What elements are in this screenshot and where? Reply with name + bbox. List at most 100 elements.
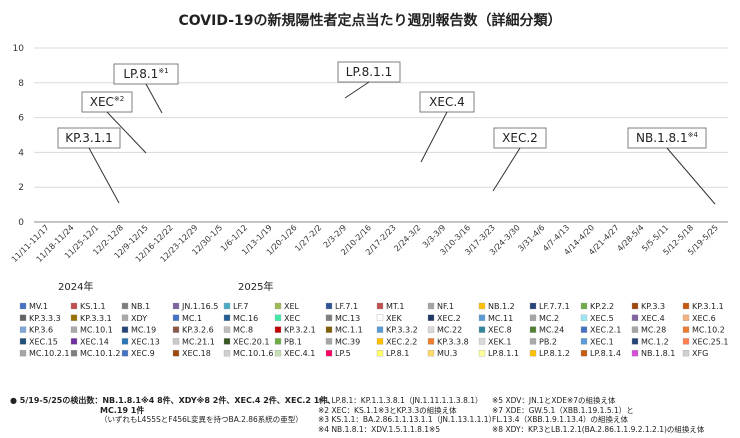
legend-label: KP.3.3.2: [386, 326, 418, 335]
legend-swatch: [172, 314, 180, 321]
legend-label: MC.24: [539, 326, 564, 335]
legend-swatch: [376, 302, 384, 310]
legend-swatch: [580, 326, 588, 333]
callout-label: LP.8.1※1: [123, 67, 168, 81]
legend-swatch: [376, 314, 384, 321]
legend-label: XEC.14: [80, 337, 109, 346]
legend-label: XEC.18: [182, 349, 211, 358]
detect-bullet: ●: [10, 396, 20, 405]
legend-label: KP.3.3.3: [29, 314, 61, 323]
legend-swatch: [478, 326, 486, 333]
legend-swatch: [427, 302, 435, 310]
legend-swatch: [274, 338, 282, 345]
x-tick-label: 2/24-3/2: [392, 223, 422, 253]
footnote-line: ※2 XEC：KS.1.1※3とKP.3.3の組換え体: [318, 405, 457, 415]
legend-swatch: [529, 326, 537, 333]
legend-swatch: [529, 314, 537, 321]
legend-swatch: [325, 326, 333, 333]
legend-swatch: [325, 302, 333, 310]
legend-label: MV.1: [29, 302, 48, 311]
legend-label: KS.1.1: [80, 302, 106, 311]
legend-swatch: [427, 338, 435, 345]
legend-label: XEC.20.1: [233, 337, 269, 346]
legend-label: MC.1.1: [335, 326, 363, 335]
detect-line2: MC.19 1件: [100, 405, 145, 415]
legend-swatch: [682, 350, 690, 357]
legend-label: MC.10.1: [80, 326, 113, 335]
legend-swatch: [223, 314, 231, 321]
legend-swatch: [70, 326, 78, 333]
legend-swatch: [529, 302, 537, 310]
legend-label: PB.2: [539, 337, 557, 346]
detect-line3: （いずれもL455SとF456L変異を持つBA.2.86系統の亜型）: [100, 415, 303, 424]
legend-swatch: [631, 338, 639, 345]
legend-swatch: [121, 326, 129, 333]
legend-swatch: [172, 326, 180, 333]
year-label: 2024年: [58, 280, 93, 293]
legend-label: PB.1: [284, 337, 302, 346]
callout-pointer: [666, 147, 716, 205]
legend-swatch: [121, 302, 129, 310]
legend-label: XEC.13: [131, 337, 160, 346]
legend-label: LP.8.1.1: [488, 349, 519, 358]
legend-label: MC.28: [641, 326, 666, 335]
y-tick-label: 0: [18, 218, 24, 228]
legend-label: MC.19: [131, 326, 156, 335]
legend-swatch: [19, 326, 27, 333]
legend-label: XEC.4: [641, 314, 665, 323]
y-tick-label: 8: [18, 79, 24, 89]
legend-label: MC.13: [335, 314, 360, 323]
legend-swatch: [631, 302, 639, 310]
footnote-line: ※7 XDE：GW.5.1（XBB.1.19.1.5.1）と: [492, 405, 634, 415]
legend-swatch: [376, 350, 384, 357]
callout-pointer: [145, 83, 163, 114]
legend-swatch: [19, 314, 27, 321]
legend-swatch: [580, 350, 588, 357]
legend-label: KP.3.2.6: [182, 326, 214, 335]
legend-label: MC.2: [539, 314, 559, 323]
legend-label: XDY: [131, 314, 147, 323]
legend-label: MU.3: [437, 349, 457, 358]
legend-swatch: [682, 338, 690, 345]
legend-label: KP.3.6: [29, 326, 53, 335]
legend-swatch: [631, 350, 639, 357]
legend-label: MC.1.2: [641, 337, 669, 346]
legend-label: MC.1: [182, 314, 202, 323]
callout-label: NB.1.8.1※4: [636, 131, 698, 145]
legend-swatch: [529, 350, 537, 357]
legend-swatch: [427, 326, 435, 333]
legend-swatch: [580, 302, 588, 310]
legend-swatch: [478, 314, 486, 321]
legend-label: XEC.2.1: [590, 326, 621, 335]
legend-swatch: [325, 314, 333, 321]
legend-label: LP.8.1.4: [590, 349, 621, 358]
legend-swatch: [376, 326, 384, 333]
legend-swatch: [529, 338, 537, 345]
legend-swatch: [223, 338, 231, 345]
legend-label: MC.16: [233, 314, 258, 323]
legend-label: XFG: [692, 349, 708, 358]
legend-label: LP.8.1: [386, 349, 409, 358]
y-axis: 0 2 4 6 8 10: [13, 44, 25, 228]
legend-swatch: [70, 314, 78, 321]
legend-swatch: [274, 326, 282, 333]
legend-swatch: [274, 302, 282, 310]
legend-swatch: [19, 338, 27, 345]
legend-swatch: [121, 314, 129, 321]
legend-label: MC.10.2: [692, 326, 725, 335]
legend-swatch: [580, 314, 588, 321]
footnote-line: ※8 XDY：KP.3とLB.1.2.1(BA.2.86.1.1.9.2.1.2…: [492, 424, 705, 434]
legend-swatch: [121, 338, 129, 345]
legend-label: XEL: [284, 302, 300, 311]
legend-label: XEC.8: [488, 326, 512, 335]
legend-swatch: [274, 350, 282, 357]
callout-label: XEC.4: [429, 95, 465, 109]
legend-swatch: [121, 350, 129, 357]
legend-swatch: [223, 326, 231, 333]
legend-label: KP.3.3.1: [80, 314, 112, 323]
y-tick-label: 6: [18, 114, 24, 124]
legend-label: XEC.2.2: [386, 337, 417, 346]
